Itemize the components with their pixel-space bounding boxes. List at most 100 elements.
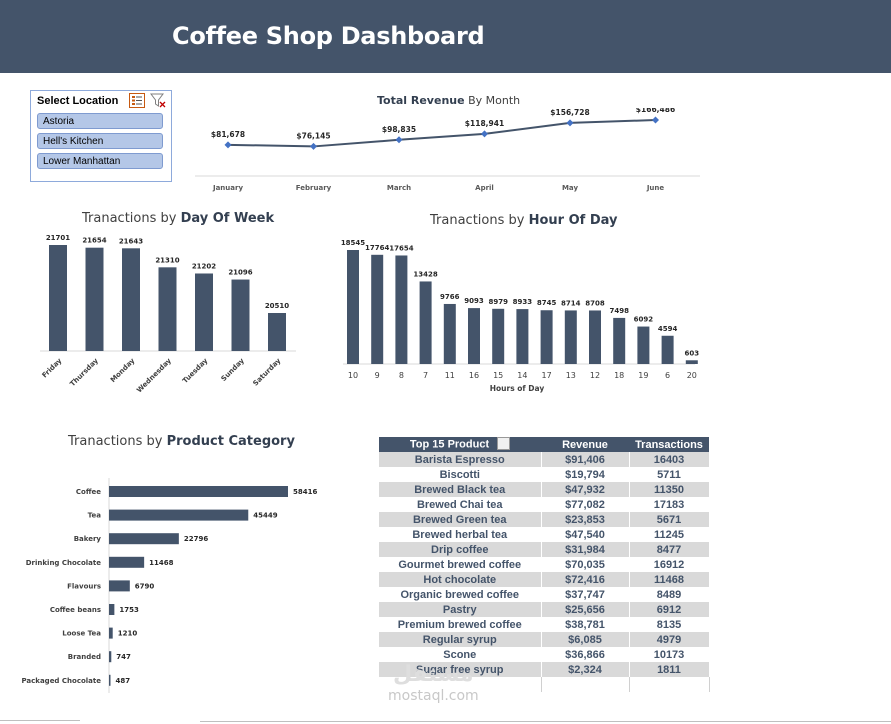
hour-bar bbox=[419, 281, 432, 364]
transactions-cell: 8489 bbox=[629, 587, 710, 602]
revenue-cell: $38,781 bbox=[541, 617, 630, 632]
dow-data-label: 21096 bbox=[228, 269, 252, 277]
multi-select-icon[interactable] bbox=[129, 93, 145, 108]
empty-cell bbox=[629, 677, 710, 692]
table-row: Scone $36,866 10173 bbox=[379, 647, 710, 662]
slicer-item-lower-manhattan[interactable]: Lower Manhattan bbox=[37, 153, 163, 169]
product-name-cell: Hot chocolate bbox=[379, 572, 542, 587]
revenue-data-label: $118,941 bbox=[465, 119, 504, 128]
transactions-cell: 8135 bbox=[629, 617, 710, 632]
location-slicer: Select Location Astoria Hell's Kitchen L… bbox=[30, 90, 172, 182]
top-products-table: Top 15 Product Revenue Transactions Bari… bbox=[379, 437, 710, 692]
hour-bar bbox=[371, 254, 384, 364]
slicer-item-hells-kitchen[interactable]: Hell's Kitchen bbox=[37, 133, 163, 149]
hour-data-label: 9766 bbox=[440, 293, 460, 301]
revenue-chart-title: Total Revenue By Month bbox=[377, 94, 520, 107]
hour-tick-label: 13 bbox=[566, 371, 576, 380]
slicer-item-astoria[interactable]: Astoria bbox=[37, 113, 163, 129]
product-name-cell: Brewed Chai tea bbox=[379, 497, 542, 512]
hour-data-label: 6092 bbox=[634, 316, 654, 324]
table-row: Brewed Chai tea $77,082 17183 bbox=[379, 497, 710, 512]
category-data-label: 487 bbox=[115, 677, 130, 685]
hour-bar bbox=[661, 335, 674, 364]
revenue-point bbox=[224, 141, 232, 149]
table-row: Sugar free syrup $2,324 1811 bbox=[379, 662, 710, 677]
table-row: Drip coffee $31,984 8477 bbox=[379, 542, 710, 557]
hour-data-label: 8745 bbox=[537, 299, 557, 307]
revenue-data-label: $76,145 bbox=[296, 131, 330, 140]
hour-bar bbox=[468, 308, 480, 364]
day-tick-label: Tuesday bbox=[181, 356, 210, 385]
hour-tick-label: 14 bbox=[517, 371, 527, 380]
transactions-cell: 5711 bbox=[629, 467, 710, 482]
category-tick-label: Bakery bbox=[74, 535, 102, 543]
transactions-cell: 8477 bbox=[629, 542, 710, 557]
month-tick-label: February bbox=[296, 184, 332, 192]
column-header-revenue: Revenue bbox=[541, 437, 629, 452]
revenue-cell: $47,540 bbox=[541, 527, 630, 542]
category-bar-chart: 58416 Coffee 45449 Tea 22796 Bakery 11468 Drink… bbox=[21, 478, 317, 693]
category-data-label: 22796 bbox=[184, 535, 208, 543]
table-row: Pastry $25,656 6912 bbox=[379, 602, 710, 617]
revenue-cell: $72,416 bbox=[541, 572, 630, 587]
hour-tick-label: 9 bbox=[375, 371, 380, 380]
table-row: Brewed Black tea $47,932 11350 bbox=[379, 482, 710, 497]
day-tick-label: Friday bbox=[41, 356, 64, 379]
hour-bar bbox=[347, 250, 359, 364]
revenue-cell: $23,853 bbox=[541, 512, 630, 527]
revenue-chart-title-rest: By Month bbox=[464, 94, 521, 107]
dow-bar bbox=[231, 279, 250, 351]
category-bar bbox=[109, 604, 115, 615]
hour-data-label: 8933 bbox=[513, 298, 533, 306]
dow-chart-title-plain: Tranactions by bbox=[82, 211, 181, 226]
table-row: Brewed herbal tea $47,540 11245 bbox=[379, 527, 710, 542]
category-bar bbox=[109, 486, 288, 497]
clear-filter-icon[interactable] bbox=[150, 93, 166, 108]
hour-tick-label: 17 bbox=[542, 371, 552, 380]
revenue-point bbox=[652, 116, 659, 124]
transactions-cell: 17183 bbox=[629, 497, 710, 512]
table-row-empty bbox=[379, 677, 710, 692]
hour-bar bbox=[540, 310, 553, 364]
category-bar bbox=[109, 509, 249, 521]
transactions-cell: 6912 bbox=[629, 602, 710, 617]
watermark-text: mostaql.com bbox=[388, 688, 479, 704]
dow-data-label: 21701 bbox=[46, 234, 70, 242]
dow-bar bbox=[268, 313, 286, 351]
category-data-label: 1210 bbox=[118, 630, 138, 638]
hour-bar bbox=[685, 360, 698, 364]
revenue-line-chart: $81,678 January $76,145 February $98,835 Marc… bbox=[195, 108, 700, 192]
revenue-data-label: $98,835 bbox=[382, 125, 416, 134]
category-bar bbox=[109, 580, 130, 592]
hour-data-label: 4594 bbox=[658, 325, 678, 333]
dow-data-label: 21310 bbox=[155, 256, 179, 264]
transactions-cell: 16912 bbox=[629, 557, 710, 572]
hour-bar bbox=[492, 308, 505, 364]
category-bar bbox=[109, 651, 112, 663]
product-name-cell: Brewed herbal tea bbox=[379, 527, 542, 542]
category-chart-title: Tranactions by Product Category bbox=[68, 434, 295, 449]
day-tick-label: Wednesday bbox=[135, 356, 173, 394]
dow-bar bbox=[49, 245, 67, 351]
day-tick-label: Monday bbox=[109, 356, 137, 384]
hour-data-label: 9093 bbox=[464, 297, 484, 305]
category-bar bbox=[109, 627, 113, 639]
dow-bar bbox=[195, 273, 213, 351]
revenue-cell: $70,035 bbox=[541, 557, 630, 572]
filter-dropdown-icon[interactable] bbox=[497, 437, 511, 450]
revenue-cell: $19,794 bbox=[541, 467, 630, 482]
month-tick-label: May bbox=[562, 184, 578, 192]
revenue-cell: $2,324 bbox=[541, 662, 630, 677]
dow-bar bbox=[85, 247, 104, 351]
dow-bar bbox=[158, 267, 177, 351]
table-row: Premium brewed coffee $38,781 8135 bbox=[379, 617, 710, 632]
table-row: Brewed Green tea $23,853 5671 bbox=[379, 512, 710, 527]
divider-line bbox=[0, 720, 80, 721]
hour-tick-label: 11 bbox=[445, 371, 455, 380]
dow-data-label: 21202 bbox=[192, 262, 216, 270]
revenue-cell: $37,747 bbox=[541, 587, 630, 602]
dashboard-header: Coffee Shop Dashboard bbox=[0, 0, 891, 73]
dow-data-label: 21643 bbox=[119, 237, 143, 245]
product-name-cell: Organic brewed coffee bbox=[379, 587, 542, 602]
category-data-label: 58416 bbox=[293, 488, 317, 496]
